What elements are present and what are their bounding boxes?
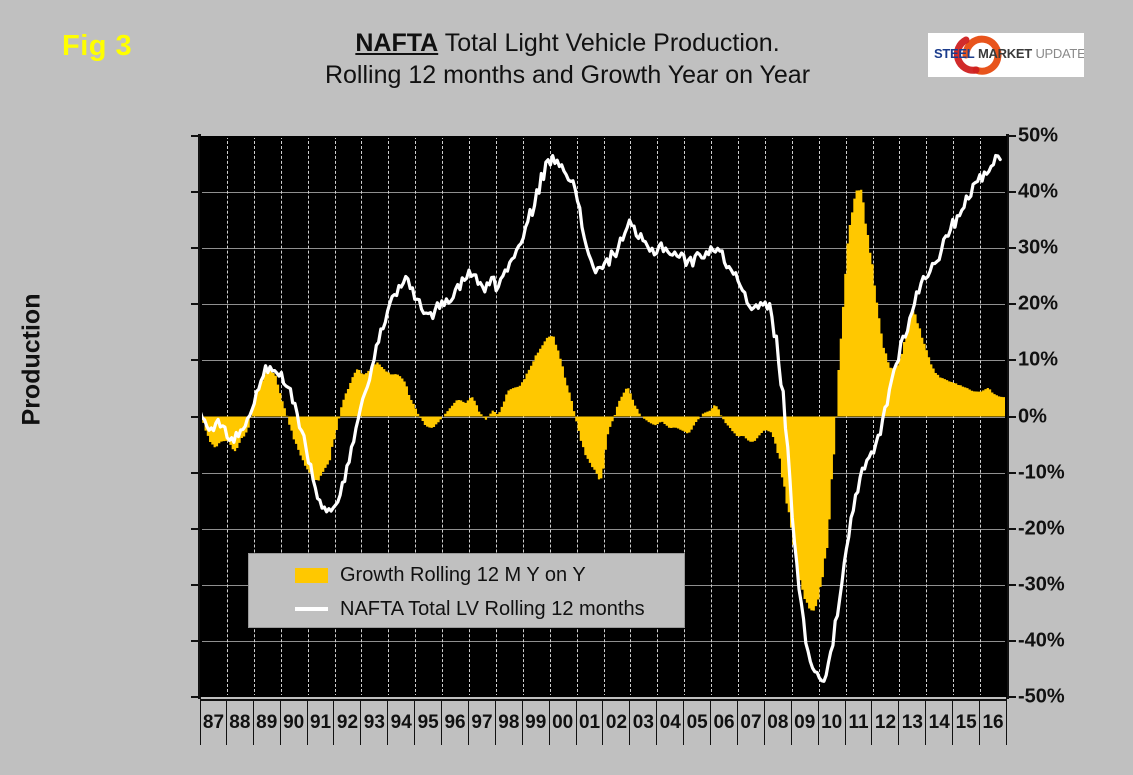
right-axis-tick-mark (1007, 247, 1016, 250)
growth-bars (200, 189, 1007, 611)
x-axis-tick-label: 07 (738, 701, 765, 745)
right-axis-tick-mark (1007, 415, 1016, 418)
right-axis-tick-label: -10% (1018, 461, 1065, 484)
left-axis-tick-mark (191, 527, 200, 530)
right-axis-tick-label: 30% (1018, 236, 1059, 259)
logo-word-steel: STEEL (934, 46, 975, 61)
x-axis-tick-label: 06 (711, 701, 738, 745)
left-axis-tick-mark (191, 415, 200, 418)
logo-word-market: MARKET (978, 46, 1032, 61)
x-axis-tick-label: 10 (819, 701, 846, 745)
right-axis-tick-label: 10% (1018, 348, 1059, 371)
x-axis-tick-label: 91 (308, 701, 335, 745)
x-axis-tick-label: 98 (496, 701, 523, 745)
left-axis-tick-mark (191, 359, 200, 362)
left-axis-tick-mark (191, 247, 200, 250)
x-axis-tick-label: 87 (200, 701, 227, 745)
left-axis-tick-mark (191, 471, 200, 474)
legend-swatch-line (295, 607, 328, 611)
series-layer (200, 153, 1007, 683)
left-axis-title: Production (17, 293, 46, 426)
x-axis-tick-label: 13 (899, 701, 927, 745)
chart-subtitle: Rolling 12 months and Growth Year on Yea… (324, 61, 811, 89)
right-axis-tick-mark (1007, 191, 1016, 194)
legend-swatch-box (295, 567, 328, 583)
legend-label-growth: Growth Rolling 12 M Y on Y (340, 563, 586, 586)
legend-item-growth: Growth Rolling 12 M Y on Y (249, 558, 684, 592)
right-axis-tick-mark (1007, 583, 1016, 586)
x-axis-tick-label: 00 (550, 701, 577, 745)
x-axis-tick-label: 93 (361, 701, 389, 745)
x-axis-tick-label: 16 (980, 701, 1007, 745)
left-axis-tick-mark (191, 696, 200, 698)
production-line (200, 153, 1002, 683)
left-axis-tick-mark (191, 583, 200, 586)
right-axis-tick-label: -50% (1018, 685, 1065, 708)
chart-title-nafta: NAFTA (355, 29, 439, 57)
steel-market-update-logo: STEEL MARKET UPDATE (928, 33, 1084, 77)
chart-title-line-1: NAFTA Total Light Vehicle Production. (210, 27, 925, 59)
right-axis-tick-label: 40% (1018, 180, 1059, 203)
right-axis-tick-mark (1007, 135, 1016, 137)
x-axis-tick-label: 05 (684, 701, 712, 745)
figure-label: Fig 3 (62, 30, 133, 62)
right-axis-tick-mark (1007, 303, 1016, 306)
x-axis-tick-label: 14 (926, 701, 954, 745)
right-axis-tick-mark (1007, 527, 1016, 530)
x-axis-tick-label: 15 (953, 701, 981, 745)
left-axis-tick-mark (191, 191, 200, 194)
chart-title-rest: Total Light Vehicle Production. (438, 29, 780, 57)
x-axis-tick-label: 12 (873, 701, 900, 745)
logo-word-update: UPDATE (1035, 46, 1084, 61)
x-axis-tick-label: 96 (442, 701, 469, 745)
x-axis-tick-label: 92 (335, 701, 362, 745)
x-axis-tick-label: 95 (415, 701, 443, 745)
chart-legend: Growth Rolling 12 M Y on Y NAFTA Total L… (248, 553, 685, 628)
logo-wordmark: STEEL MARKET UPDATE (934, 46, 1084, 61)
right-axis-tick-mark (1007, 639, 1016, 642)
left-axis-tick-mark (191, 639, 200, 642)
x-axis-tick-label: 01 (577, 701, 604, 745)
x-axis-tick-label: 08 (765, 701, 792, 745)
right-axis-tick-label: -30% (1018, 573, 1065, 596)
legend-label-production: NAFTA Total LV Rolling 12 months (340, 597, 645, 620)
x-axis-tick-label: 03 (630, 701, 658, 745)
left-axis-tick-mark (191, 135, 200, 137)
x-axis-tick-label: 88 (227, 701, 254, 745)
x-axis-tick-label: 97 (469, 701, 496, 745)
x-axis-tick-label: 09 (792, 701, 819, 745)
right-axis-tick-label: 0% (1018, 405, 1047, 427)
x-axis-tick-label: 99 (523, 701, 550, 745)
x-axis-tick-label: 11 (846, 701, 873, 745)
right-axis-tick-label: 20% (1018, 292, 1059, 315)
x-axis-tick-label: 89 (254, 701, 281, 745)
chart-title: NAFTA Total Light Vehicle Production. Ro… (210, 27, 925, 91)
right-axis-tick-label: 50% (1018, 124, 1059, 147)
right-axis-tick-mark (1007, 359, 1016, 362)
x-axis-tick-label: 04 (657, 701, 685, 745)
x-axis-tick-label: 90 (281, 701, 308, 745)
logo-arc-icon (953, 35, 1002, 75)
x-axis: 87 88 89 90 91 92 93 94 95 96 97 98 99 00 01 02 03 04 05 06… (200, 699, 1007, 745)
x-axis-tick-label: 94 (388, 701, 416, 745)
right-axis-tick-label: -40% (1018, 629, 1065, 652)
x-axis-tick-label: 02 (604, 701, 631, 745)
right-axis-tick-mark (1007, 696, 1016, 698)
right-axis-tick-mark (1007, 471, 1016, 474)
legend-item-production: NAFTA Total LV Rolling 12 months (249, 592, 684, 626)
left-axis-tick-mark (191, 303, 200, 306)
right-axis-tick-label: -20% (1018, 517, 1065, 540)
plot-area: Growth Rolling 12 M Y on Y NAFTA Total L… (200, 136, 1007, 697)
plot-border (200, 136, 1007, 697)
